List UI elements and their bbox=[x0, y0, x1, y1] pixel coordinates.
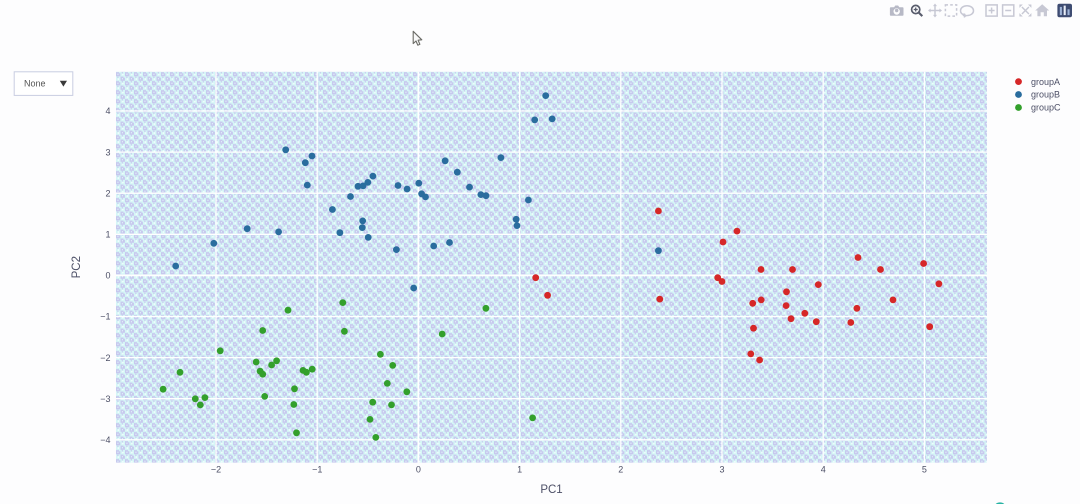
svg-text:1: 1 bbox=[517, 465, 522, 475]
svg-text:2: 2 bbox=[618, 465, 623, 475]
svg-text:0: 0 bbox=[416, 465, 421, 475]
svg-text:PC2: PC2 bbox=[71, 256, 83, 278]
svg-text:None: None bbox=[24, 78, 46, 88]
svg-text:PC1: PC1 bbox=[540, 484, 562, 496]
svg-text:groupC: groupC bbox=[1031, 103, 1061, 113]
svg-text:5: 5 bbox=[922, 465, 927, 475]
svg-text:−1: −1 bbox=[312, 465, 322, 475]
svg-text:3: 3 bbox=[719, 465, 724, 475]
svg-text:groupB: groupB bbox=[1031, 90, 1060, 100]
svg-text:−3: −3 bbox=[100, 394, 110, 404]
svg-text:−4: −4 bbox=[100, 435, 110, 445]
svg-text:1: 1 bbox=[105, 230, 110, 240]
svg-text:−1: −1 bbox=[100, 312, 110, 322]
svg-text:−2: −2 bbox=[100, 353, 110, 363]
svg-text:4: 4 bbox=[105, 106, 110, 116]
svg-text:groupA: groupA bbox=[1031, 77, 1060, 87]
svg-text:4: 4 bbox=[821, 465, 826, 475]
svg-text:2: 2 bbox=[105, 188, 110, 198]
svg-text:−2: −2 bbox=[211, 465, 221, 475]
svg-text:0: 0 bbox=[105, 271, 110, 281]
svg-text:3: 3 bbox=[105, 147, 110, 157]
